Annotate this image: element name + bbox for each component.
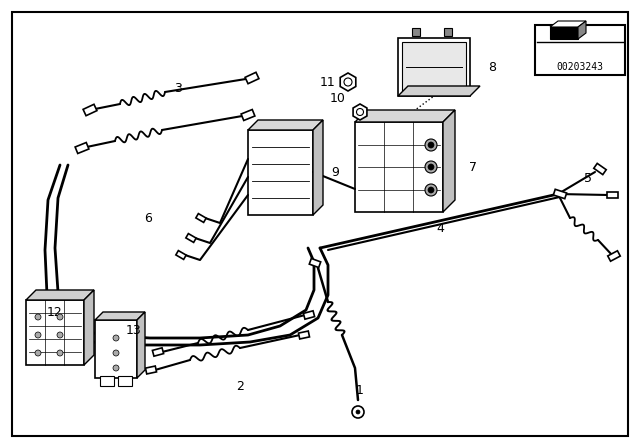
Circle shape	[57, 314, 63, 320]
Bar	[412, 28, 420, 36]
Polygon shape	[298, 331, 310, 339]
Text: 13: 13	[126, 323, 142, 336]
Polygon shape	[594, 164, 606, 175]
Text: 00203243: 00203243	[557, 62, 604, 72]
Polygon shape	[340, 73, 356, 91]
Circle shape	[428, 187, 434, 193]
Polygon shape	[355, 110, 455, 122]
Polygon shape	[550, 21, 586, 27]
Polygon shape	[95, 312, 145, 320]
Circle shape	[428, 142, 434, 148]
Polygon shape	[313, 120, 323, 215]
Text: 9: 9	[331, 165, 339, 178]
Text: 2: 2	[236, 379, 244, 392]
Polygon shape	[248, 120, 323, 130]
Polygon shape	[578, 21, 586, 39]
Bar	[402, 42, 466, 92]
Circle shape	[35, 332, 41, 338]
Text: 12: 12	[47, 306, 63, 319]
Polygon shape	[353, 104, 367, 120]
Bar	[550, 27, 578, 39]
Bar	[100, 376, 114, 386]
Polygon shape	[607, 192, 618, 198]
Polygon shape	[84, 290, 94, 365]
Circle shape	[428, 164, 434, 170]
Circle shape	[425, 184, 437, 196]
Polygon shape	[83, 104, 97, 116]
Text: 1: 1	[356, 383, 364, 396]
Polygon shape	[309, 258, 321, 267]
Circle shape	[35, 350, 41, 356]
Text: 3: 3	[174, 82, 182, 95]
Circle shape	[57, 350, 63, 356]
Polygon shape	[443, 110, 455, 212]
Polygon shape	[554, 190, 566, 199]
Circle shape	[113, 365, 119, 371]
Bar	[444, 28, 452, 36]
Text: 10: 10	[330, 91, 346, 104]
Circle shape	[113, 335, 119, 341]
Text: 6: 6	[144, 211, 152, 224]
Polygon shape	[152, 348, 164, 356]
Bar	[535, 25, 625, 75]
Text: 5: 5	[584, 172, 592, 185]
Polygon shape	[26, 290, 94, 300]
Polygon shape	[186, 233, 196, 242]
Circle shape	[356, 108, 364, 116]
Polygon shape	[137, 312, 145, 378]
Polygon shape	[75, 142, 89, 154]
Polygon shape	[608, 251, 620, 261]
Text: 4: 4	[436, 221, 444, 234]
Circle shape	[425, 161, 437, 173]
Polygon shape	[196, 214, 206, 222]
Text: 8: 8	[488, 60, 496, 73]
Polygon shape	[145, 366, 157, 374]
Circle shape	[35, 314, 41, 320]
Polygon shape	[398, 86, 480, 96]
Text: 11: 11	[320, 76, 336, 89]
Polygon shape	[176, 250, 186, 259]
Circle shape	[425, 139, 437, 151]
Circle shape	[344, 78, 352, 86]
Circle shape	[352, 406, 364, 418]
Bar	[118, 376, 132, 386]
Polygon shape	[241, 109, 255, 121]
Circle shape	[113, 350, 119, 356]
Polygon shape	[303, 311, 315, 319]
Bar	[26, 300, 84, 365]
Circle shape	[356, 410, 360, 414]
Bar	[248, 130, 313, 215]
Bar	[95, 320, 137, 378]
Circle shape	[57, 332, 63, 338]
Polygon shape	[245, 72, 259, 84]
Text: 7: 7	[469, 160, 477, 173]
Bar	[355, 122, 443, 212]
Bar	[398, 38, 470, 96]
